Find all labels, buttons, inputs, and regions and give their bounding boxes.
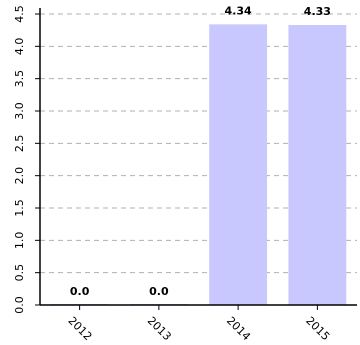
x-tick-label: 2012 [65,314,94,343]
y-tick-label: 1.0 [13,232,26,250]
y-tick-label: 4.0 [13,38,26,56]
data-label: 0.0 [70,285,90,298]
axes [35,8,357,310]
x-tick-label: 2014 [224,314,253,343]
y-tick-label: 4.5 [13,5,26,23]
x-tick-label: 2015 [303,314,332,343]
y-tick-label: 2.0 [13,167,26,185]
y-tick-label: 3.0 [13,102,26,120]
labels: 0.0 0.5 1.0 1.5 2.0 2.5 3.0 3.5 4.0 4.5 0.0 2012 0.0… [13,4,332,343]
y-tick-label: 0.5 [13,264,26,282]
bar-2014 [209,24,268,305]
x-tick-label: 2013 [145,314,174,343]
y-tick-label: 3.5 [13,70,26,88]
y-tick-label: 2.5 [13,135,26,153]
data-label: 4.33 [304,5,331,18]
data-label: 0.0 [149,285,169,298]
data-label: 4.34 [225,4,252,17]
y-tick-label: 1.5 [13,199,26,217]
bars [50,24,347,305]
y-tick-label: 0.0 [13,296,26,314]
bar-2015 [288,24,347,305]
